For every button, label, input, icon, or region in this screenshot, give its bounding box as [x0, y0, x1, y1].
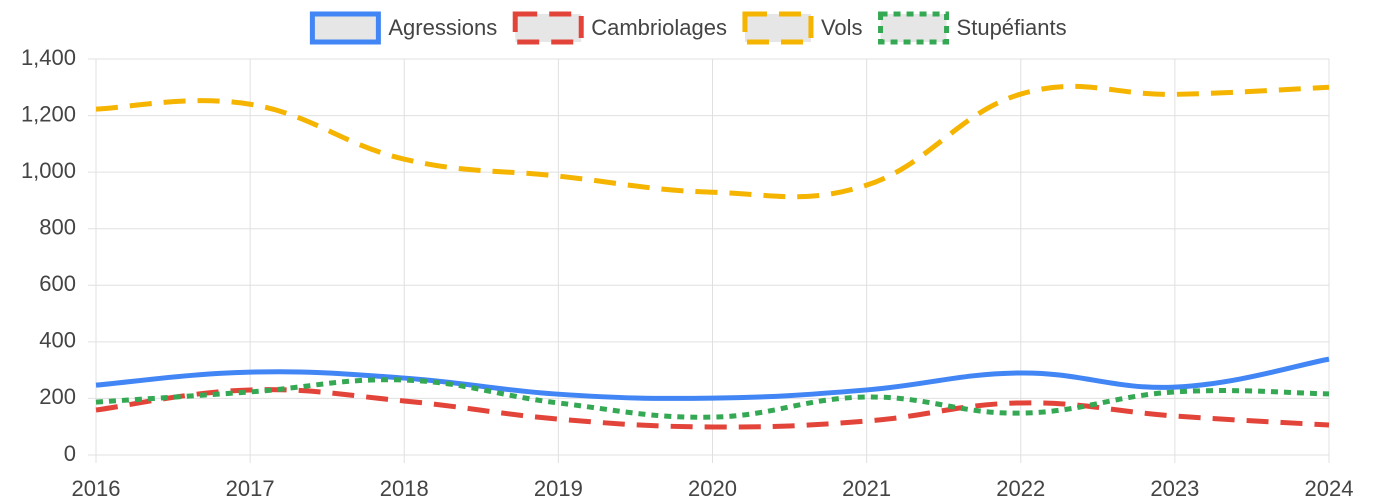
y-tick-label: 0	[64, 441, 76, 466]
legend-swatch	[309, 11, 381, 45]
series-line	[95, 356, 1330, 401]
legend-label: Stupéfiants	[957, 15, 1067, 40]
series-line	[95, 387, 1330, 430]
legend-label: Cambriolages	[591, 15, 727, 40]
x-tick-label: 2022	[996, 476, 1045, 501]
legend-swatch	[878, 11, 950, 45]
x-tick-label: 2017	[226, 476, 275, 501]
legend-swatch	[512, 11, 584, 45]
y-tick-label: 800	[39, 215, 76, 240]
series-line	[95, 83, 1330, 200]
y-tick-label: 400	[39, 328, 76, 353]
y-tick-label: 600	[39, 271, 76, 296]
y-tick-label: 1,400	[21, 45, 76, 70]
legend-label: Agressions	[388, 15, 497, 40]
legend-swatch	[742, 11, 814, 45]
y-tick-label: 1,200	[21, 101, 76, 126]
x-tick-label: 2021	[842, 476, 891, 501]
x-tick-label: 2024	[1305, 476, 1354, 501]
x-tick-label: 2023	[1150, 476, 1199, 501]
x-tick-label: 2019	[534, 476, 583, 501]
x-tick-label: 2016	[72, 476, 121, 501]
legend-label: Vols	[821, 15, 863, 40]
x-tick-label: 2018	[380, 476, 429, 501]
y-tick-label: 200	[39, 384, 76, 409]
x-tick-label: 2020	[688, 476, 737, 501]
y-tick-label: 1,000	[21, 158, 76, 183]
